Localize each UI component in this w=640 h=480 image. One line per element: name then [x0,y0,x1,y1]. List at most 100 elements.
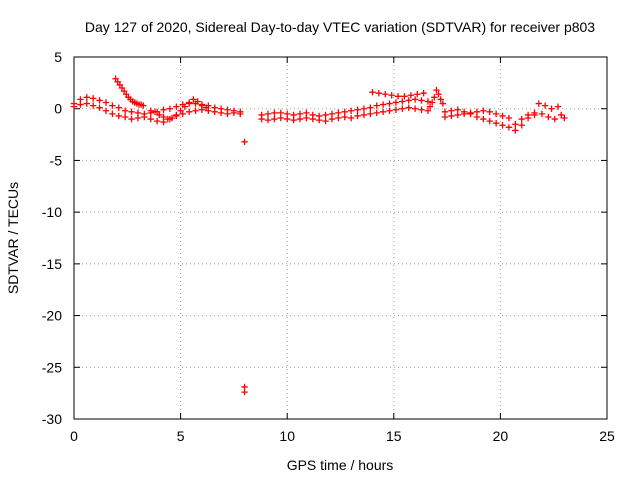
data-point [164,115,172,123]
data-point [518,122,525,129]
data-point [405,104,412,111]
data-point [492,119,500,127]
series-track-f [258,104,432,125]
x-tick-label: 5 [177,428,185,444]
data-point [96,97,103,104]
data-point [83,94,90,101]
data-point [518,115,525,123]
y-tick-label: -20 [42,308,62,324]
data-point [194,98,201,105]
data-point [354,106,361,113]
y-tick-label: -25 [42,359,62,375]
data-point [121,113,129,121]
series-track-d [147,96,210,123]
data-point [89,102,97,109]
data-point [217,109,225,117]
data-point [160,113,167,121]
data-point [433,86,440,94]
series-outliers [241,138,248,396]
series-track-i [441,106,538,131]
x-axis-label: GPS time / hours [287,457,394,473]
series-track-j [441,107,538,134]
data-point [557,111,565,119]
data-point [115,112,122,120]
data-point [401,93,408,100]
data-point [83,100,90,107]
x-tick-label: 20 [493,428,509,444]
data-point [354,112,361,120]
data-point [168,114,176,122]
data-point [153,117,161,125]
data-marks [70,75,568,396]
data-point [554,103,562,110]
data-point [418,106,425,113]
data-point [96,104,103,111]
y-tick-label: -30 [42,411,62,427]
data-point [382,91,389,98]
data-point [328,115,336,123]
data-point [486,108,493,116]
data-point [347,107,355,114]
data-point [156,111,163,119]
series-track-k [535,100,568,123]
data-point [394,93,402,100]
y-tick-label: -5 [50,152,63,168]
data-point [192,107,199,114]
data-point [414,91,421,98]
data-point [454,111,461,119]
data-point [224,110,231,118]
data-point [428,99,436,106]
data-point [388,92,395,99]
data-point [551,115,558,123]
data-point [407,92,415,99]
data-point [360,111,368,119]
data-point [441,113,449,121]
data-point [241,138,248,146]
data-point [367,110,374,118]
data-point [373,102,380,109]
data-point [309,115,316,123]
data-point [439,100,447,107]
data-point [147,115,154,123]
data-point [473,108,481,116]
data-point [173,111,180,119]
data-point [418,97,425,104]
x-tick-label: 10 [279,428,295,444]
series-track-a [70,94,244,118]
data-point [134,114,142,122]
data-point [77,101,84,108]
data-point [467,109,474,117]
data-point [424,107,432,114]
data-point [499,112,506,120]
data-point [480,107,487,114]
x-tick-labels: 0 5 10 15 20 25 [70,428,615,444]
data-point [369,88,376,96]
data-point [392,106,400,113]
data-point [399,98,406,105]
data-point [211,108,218,116]
data-point [166,105,174,112]
y-tick-labels: 5 0 -5 -10 -15 -20 -25 -30 [42,49,62,427]
y-tick-label: 5 [54,49,62,65]
data-point [448,112,455,120]
data-point [379,101,387,108]
data-point [347,114,355,122]
data-point [102,107,110,114]
data-point [109,102,116,109]
data-point [411,96,419,103]
data-point [486,117,493,125]
data-point [437,96,444,103]
grid-layer [74,57,607,419]
data-point [173,103,180,110]
data-point [128,115,135,123]
data-point [499,122,506,129]
data-point [185,108,193,116]
data-point [420,90,427,97]
data-point [121,107,129,114]
data-point [460,110,468,118]
plot-frame [73,56,608,420]
data-point [140,102,147,109]
data-point [335,114,342,122]
data-point [538,110,546,118]
